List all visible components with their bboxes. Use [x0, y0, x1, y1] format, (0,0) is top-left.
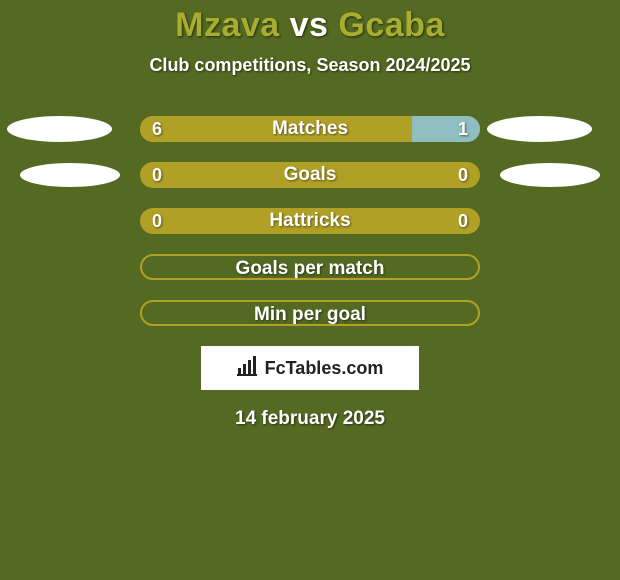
stat-row: Goals per match [0, 254, 620, 280]
player2-name: Gcaba [338, 6, 444, 44]
stat-label: Goals [140, 162, 480, 188]
vs-text: vs [290, 6, 329, 44]
chart-icon [237, 356, 259, 381]
player-marker [7, 116, 112, 142]
credit-text: FcTables.com [265, 358, 384, 379]
bar-track: 00Hattricks [140, 208, 480, 234]
stat-row: 61Matches [0, 116, 620, 142]
date: 14 february 2025 [0, 408, 620, 430]
comparison-rows: 61Matches 00Goals 00Hattricks Goals per mat… [0, 116, 620, 326]
bar-track: 00Goals [140, 162, 480, 188]
bar-track: Min per goal [140, 300, 480, 326]
stat-label: Goals per match [142, 256, 478, 280]
player-marker [500, 163, 600, 187]
player-marker [20, 163, 120, 187]
stat-row: 00Hattricks [0, 208, 620, 234]
stat-label: Min per goal [142, 302, 478, 326]
comparison-title: Mzava vs Gcaba [0, 0, 620, 45]
stat-row: Min per goal [0, 300, 620, 326]
bar-track: Goals per match [140, 254, 480, 280]
credit-box[interactable]: FcTables.com [201, 346, 419, 390]
stat-label: Matches [140, 116, 480, 142]
bar-track: 61Matches [140, 116, 480, 142]
subtitle: Club competitions, Season 2024/2025 [0, 55, 620, 76]
player1-name: Mzava [175, 6, 280, 44]
stat-row: 00Goals [0, 162, 620, 188]
player-marker [487, 116, 592, 142]
stat-label: Hattricks [140, 208, 480, 234]
